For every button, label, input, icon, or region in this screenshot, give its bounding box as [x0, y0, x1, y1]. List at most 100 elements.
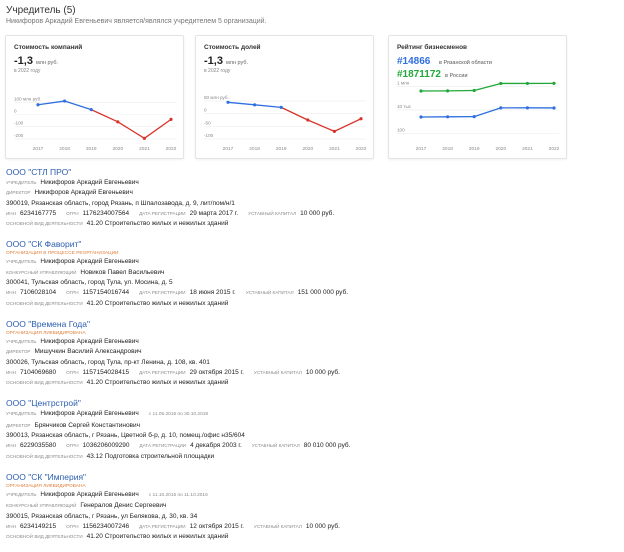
activity-row: ОСНОВНОЙ ВИД ДЕЯТЕЛЬНОСТИ 41.20 Строитель…: [6, 378, 606, 388]
data-point: [63, 99, 67, 103]
person-role: УЧРЕДИТЕЛЬ: [6, 259, 37, 265]
y-tick-label: 10 тыс: [397, 104, 412, 109]
person-name[interactable]: Генералов Денис Сергеевич: [80, 502, 167, 510]
line-segment: [334, 118, 362, 132]
person-name[interactable]: Никифоров Аркадий Евгеньевич: [40, 410, 139, 418]
company-address: 300041, Тульская область, город Тула, ул…: [6, 279, 173, 287]
x-tick-label: 2018: [59, 146, 70, 152]
id-value: 1157154028415: [82, 368, 130, 376]
x-tick-label: 2019: [86, 146, 97, 152]
x-tick-label: 2021: [329, 146, 340, 152]
id-value: 1176234007564: [82, 209, 130, 217]
person-name[interactable]: Брянчиков Сергей Константинович: [34, 421, 141, 429]
data-point: [446, 115, 450, 119]
id-label: ДАТА РЕГИСТРАЦИИ: [139, 290, 186, 296]
person-name[interactable]: Никифоров Аркадий Евгеньевич: [40, 258, 139, 266]
id-label: ОГРН: [66, 290, 79, 296]
person-role: УЧРЕДИТЕЛЬ: [6, 338, 37, 344]
activity-value: 41.20 Строительство жилых и нежилых здан…: [86, 379, 229, 387]
activity-label: ОСНОВНОЙ ВИД ДЕЯТЕЛЬНОСТИ: [6, 534, 83, 540]
company: ООО "СТЛ ПРО" УЧРЕДИТЕЛЬ Никифоров Аркадий…: [6, 166, 606, 229]
person-row: УЧРЕДИТЕЛЬ Никифоров Аркадий Евгеньевич: [6, 257, 606, 267]
id-value: 10 000 руб.: [305, 522, 340, 530]
card-unit: млн руб.: [36, 60, 59, 66]
person-name[interactable]: Новиков Павел Васильевич: [80, 268, 165, 276]
line-segment: [90, 109, 119, 123]
company-name[interactable]: ООО "Центрстрой": [6, 398, 81, 409]
card: Рейтинг бизнесменов #14866 в Рязанской обл…: [388, 35, 567, 159]
rank-region: в Рязанской области: [439, 59, 492, 66]
id-label: ОГРН: [66, 210, 79, 216]
card-unit: млн руб.: [226, 60, 249, 66]
x-tick-label: 2022: [549, 146, 560, 152]
id-label: ОГРН: [66, 369, 79, 375]
x-tick-label: 2018: [249, 146, 260, 152]
id-label: ДАТА РЕГИСТРАЦИИ: [139, 443, 187, 449]
card: Стоимость компаний -1,3 млн руб. в 2022 год…: [5, 35, 184, 159]
company-name[interactable]: ООО "Времена Года": [6, 318, 90, 329]
line-segment: [117, 121, 145, 139]
id-value: 6229035580: [19, 442, 57, 450]
x-tick-label: 2022: [166, 146, 177, 152]
id-label: ИНН: [6, 290, 16, 296]
company-name[interactable]: ООО "СК Фаворит": [6, 239, 82, 250]
person-row: ДИРЕКТОР Никифоров Аркадий Евгеньевич: [6, 188, 606, 198]
id-label: УСТАВНЫЙ КАПИТАЛ: [251, 443, 300, 449]
ids-row: ИНН 6234167775 ОГРН 1176234007564 ДАТА РЕГИС…: [6, 209, 606, 219]
data-point: [169, 117, 173, 121]
y-tick-label: -50: [204, 120, 211, 125]
company-address: 390019, Рязанская область, город Рязань,…: [6, 199, 235, 207]
company-list: ООО "СТЛ ПРО" УЧРЕДИТЕЛЬ Никифоров Аркадий…: [6, 166, 606, 551]
line-segment: [37, 100, 65, 106]
line-segment: [227, 101, 255, 106]
ids-row: ИНН 7104069680 ОГРН 1157154028415 ДАТА РЕГИС…: [6, 368, 606, 378]
card-title: Стоимость компаний: [14, 43, 82, 51]
person-name[interactable]: Никифоров Аркадий Евгеньевич: [40, 337, 139, 345]
id-value: 4 декабря 2003 г.: [190, 442, 242, 450]
card: Стоимость долей -1,3 млн руб. в 2022 году 50…: [195, 35, 374, 159]
id-label: УСТАВНЫЙ КАПИТАЛ: [248, 210, 297, 216]
y-tick-label: -100: [204, 133, 214, 138]
x-tick-label: 2020: [302, 146, 313, 152]
id-value: 7106028104: [19, 289, 57, 297]
activity-value: 41.20 Строительство жилых и нежилых здан…: [86, 220, 229, 228]
person-role: ДИРЕКТОР: [6, 190, 31, 196]
id-label: ИНН: [6, 443, 16, 449]
person-row: ДИРЕКТОР Брянчиков Сергей Константинович: [6, 421, 606, 431]
id-value: 151 000 000 руб.: [297, 289, 349, 297]
person-row: УЧРЕДИТЕЛЬ Никифоров Аркадий Евгеньевич: [6, 337, 606, 347]
company-name[interactable]: ООО "СК "Империя": [6, 471, 87, 482]
company-status: ОРГАНИЗАЦИЯ ЛИКВИДИРОВАНА: [6, 483, 86, 489]
id-value: 1036206009290: [82, 442, 130, 450]
person-name[interactable]: Мишучкин Василий Александрович: [34, 348, 142, 356]
x-tick-label: 2019: [469, 146, 480, 152]
company-address: 390015, Рязанская область, г Рязань, ул …: [6, 512, 198, 520]
rank-region: в России: [445, 73, 468, 79]
line-segment: [307, 119, 335, 132]
person-name[interactable]: Никифоров Аркадий Евгеньевич: [34, 189, 133, 197]
x-tick-label: 2018: [442, 146, 453, 152]
id-value: 1156234007246: [82, 522, 130, 530]
ids-row: ИНН 6229035580 ОГРН 1036206009290 ДАТА РЕГИС…: [6, 441, 606, 451]
person-row: ДИРЕКТОР Мишучкин Василий Александрович: [6, 347, 606, 357]
id-value: 10 000 руб.: [300, 209, 335, 217]
card-title: Стоимость долей: [204, 43, 261, 51]
person-name[interactable]: Никифоров Аркадий Евгеньевич: [40, 490, 139, 498]
line-segment: [64, 100, 92, 111]
company: ООО "СК Фаворит" ОРГАНИЗАЦИЯ В ПРОЦЕССЕ Р…: [6, 238, 606, 308]
x-tick-label: 2019: [276, 146, 287, 152]
id-value: 10 000 руб.: [305, 368, 340, 376]
company-name[interactable]: ООО "СТЛ ПРО": [6, 167, 72, 177]
person-role: УЧРЕДИТЕЛЬ: [6, 411, 37, 417]
section-subtitle: Никифоров Аркадий Евгеньевич является/яв…: [6, 18, 267, 25]
person-name[interactable]: Никифоров Аркадий Евгеньевич: [40, 179, 139, 186]
company: ООО "СК "Империя" ОРГАНИЗАЦИЯ ЛИКВИДИРОВА…: [6, 471, 606, 542]
activity-value: 41.20 Строительство жилых и нежилых здан…: [86, 299, 229, 307]
data-point: [116, 120, 120, 124]
rank-value: #14866: [397, 56, 431, 67]
card-value: -1,3: [14, 55, 33, 67]
data-point: [142, 136, 146, 140]
card-chart: Стоимость компаний -1,3 млн руб. в 2022 год…: [14, 43, 177, 152]
id-label: ДАТА РЕГИСТРАЦИИ: [139, 523, 186, 529]
